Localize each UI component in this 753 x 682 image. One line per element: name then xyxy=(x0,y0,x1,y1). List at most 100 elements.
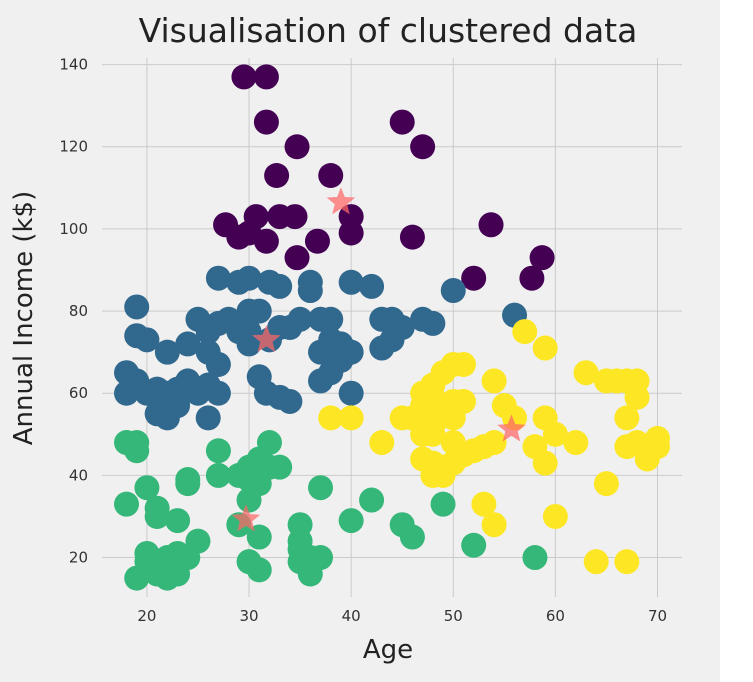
data-point xyxy=(573,360,599,386)
data-point xyxy=(246,557,272,583)
data-point xyxy=(253,109,279,135)
data-point xyxy=(450,351,476,377)
data-point xyxy=(359,487,385,513)
data-point xyxy=(440,388,466,414)
data-point xyxy=(440,430,466,456)
data-point xyxy=(195,319,221,345)
data-point xyxy=(542,421,568,447)
x-tick-label: 50 xyxy=(444,607,463,625)
chart-title: Visualisation of clustered data xyxy=(139,11,638,50)
data-point xyxy=(144,503,170,529)
centroid-star-icon xyxy=(252,324,281,352)
data-point xyxy=(512,319,538,345)
x-tick-label: 30 xyxy=(239,607,258,625)
data-point xyxy=(522,545,548,571)
y-axis-label: Annual Income (k$) xyxy=(9,191,39,445)
data-point xyxy=(481,430,507,456)
data-point xyxy=(284,245,310,271)
data-point xyxy=(583,549,609,575)
tick-labels: 20 30 40 50 60 70 20 40 60 80 100 120 140 xyxy=(59,56,667,625)
data-point xyxy=(532,450,558,476)
data-point xyxy=(338,269,364,295)
data-point xyxy=(389,315,415,340)
x-axis-label: Age xyxy=(363,635,413,665)
data-point xyxy=(277,388,303,414)
data-point xyxy=(318,162,344,188)
data-point xyxy=(563,430,589,456)
data-point xyxy=(308,339,334,365)
data-point xyxy=(624,384,650,410)
centroid-star-icon xyxy=(326,187,356,215)
data-point xyxy=(246,524,272,550)
data-point xyxy=(267,454,293,480)
data-point xyxy=(205,462,231,488)
data-point xyxy=(519,265,545,291)
data-point xyxy=(369,430,395,456)
data-point xyxy=(471,491,497,517)
data-point xyxy=(308,368,334,394)
data-point xyxy=(389,109,415,135)
data-point xyxy=(338,220,364,246)
data-point xyxy=(205,351,231,377)
y-tick-label: 140 xyxy=(59,56,88,74)
x-tick-label: 70 xyxy=(648,607,667,625)
scatter-chart: 20 30 40 50 60 70 20 40 60 80 100 120 140 Visualisat… xyxy=(9,11,682,665)
centroid-markers xyxy=(231,187,526,532)
data-point xyxy=(175,331,201,357)
data-point xyxy=(481,368,507,394)
data-point xyxy=(614,549,640,575)
data-point xyxy=(287,306,313,332)
data-point xyxy=(410,134,436,160)
data-point xyxy=(205,265,231,291)
data-point xyxy=(420,310,446,336)
data-point xyxy=(318,306,344,332)
data-point xyxy=(338,508,364,534)
data-point xyxy=(399,224,425,250)
data-point xyxy=(185,528,211,554)
grid xyxy=(102,58,682,597)
data-point xyxy=(338,405,364,431)
data-point xyxy=(529,245,555,271)
data-point xyxy=(134,475,160,501)
y-tick-label: 60 xyxy=(69,384,88,402)
chart-figure: 20 30 40 50 60 70 20 40 60 80 100 120 140 Visualisat… xyxy=(0,0,720,682)
data-point xyxy=(231,64,257,90)
data-point xyxy=(236,265,262,291)
data-point xyxy=(282,204,308,230)
data-point xyxy=(304,228,330,254)
data-point xyxy=(284,134,310,160)
data-point xyxy=(542,503,568,529)
data-point xyxy=(461,532,487,558)
data-point xyxy=(256,430,282,456)
data-point xyxy=(420,413,446,439)
centroid-star-icon xyxy=(497,414,526,442)
data-point xyxy=(246,298,272,324)
data-point xyxy=(124,294,150,320)
x-tick-label: 60 xyxy=(546,607,565,625)
y-tick-label: 80 xyxy=(69,302,88,320)
y-tick-label: 20 xyxy=(69,549,88,567)
data-point xyxy=(481,512,507,538)
data-point xyxy=(478,212,504,238)
y-tick-label: 40 xyxy=(69,466,88,484)
data-point xyxy=(264,162,290,188)
data-point xyxy=(308,545,334,571)
data-point xyxy=(195,405,221,431)
data-point xyxy=(124,438,150,464)
data-point xyxy=(297,278,323,304)
data-point xyxy=(318,405,344,431)
data-point xyxy=(614,405,640,431)
data-point xyxy=(165,508,191,534)
data-point xyxy=(644,425,670,451)
x-tick-label: 20 xyxy=(137,607,156,625)
data-point xyxy=(359,273,385,299)
centroid-star-icon xyxy=(231,504,261,532)
data-point xyxy=(205,438,231,464)
data-point xyxy=(134,327,160,353)
data-points xyxy=(114,64,670,591)
data-point xyxy=(593,471,619,497)
data-point xyxy=(205,380,231,406)
data-point xyxy=(175,467,201,493)
data-point xyxy=(338,380,364,406)
data-point xyxy=(267,273,293,299)
